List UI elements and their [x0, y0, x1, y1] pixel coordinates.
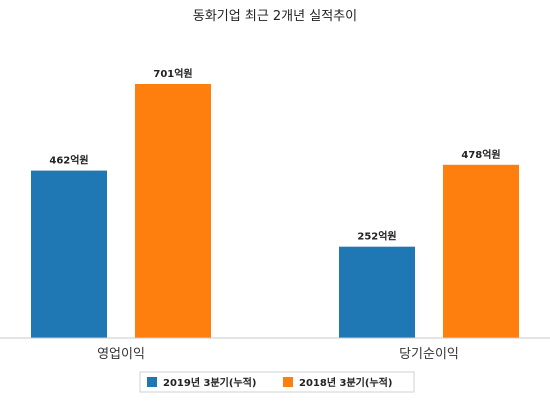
data-label-0-1: 701억원 — [153, 67, 192, 80]
bar-0-0 — [31, 170, 107, 338]
legend-label-1: 2018년 3분기(누적) — [299, 376, 392, 389]
data-label-1-1: 478억원 — [461, 148, 500, 161]
category-labels: 영업이익 당기순이익 — [97, 347, 459, 362]
bar-0-1 — [135, 83, 211, 338]
chart-title: 동화기업 최근 2개년 실적추이 — [193, 9, 357, 24]
bars-layer: 462억원 701억원 252억원 478억원 — [31, 67, 519, 338]
category-label-0: 영업이익 — [97, 347, 145, 362]
legend-box — [139, 371, 415, 393]
category-label-1: 당기순이익 — [399, 347, 459, 362]
data-label-1-0: 252억원 — [357, 230, 396, 243]
data-label-0-0: 462억원 — [49, 154, 88, 167]
bar-1-0 — [339, 246, 415, 338]
bar-1-1 — [443, 164, 519, 338]
legend: 2019년 3분기(누적) 2018년 3분기(누적) — [139, 371, 415, 393]
legend-swatch-1 — [283, 377, 293, 387]
legend-label-0: 2019년 3분기(누적) — [163, 376, 256, 389]
legend-swatch-0 — [147, 377, 157, 387]
